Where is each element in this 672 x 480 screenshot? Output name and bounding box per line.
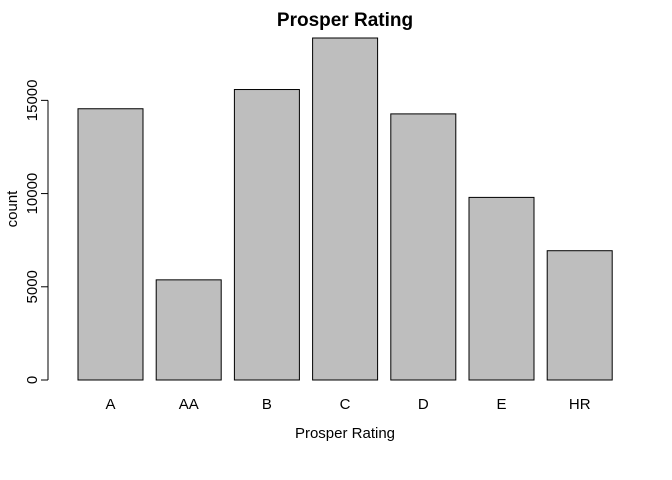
- x-tick-label-a: A: [105, 396, 115, 413]
- bar-c: [312, 37, 379, 381]
- x-tick-label-aa: AA: [179, 396, 199, 413]
- bar-hr: [546, 250, 613, 381]
- x-tick-label-b: B: [262, 396, 272, 413]
- y-tick-label: 5000: [24, 270, 41, 303]
- chart-title: Prosper Rating: [277, 10, 413, 31]
- x-axis-label: Prosper Rating: [295, 425, 395, 442]
- bar-aa: [155, 279, 222, 381]
- y-tick-label: 0: [24, 376, 41, 384]
- bar-d: [390, 113, 457, 381]
- y-axis: 0 5000 10000 15000: [24, 80, 49, 384]
- y-tick-label: 15000: [24, 80, 41, 122]
- x-tick-label-c: C: [340, 396, 351, 413]
- x-tick-labels: A AA B C D E HR: [105, 396, 590, 413]
- y-tick-label: 10000: [24, 173, 41, 215]
- bar-a: [77, 108, 144, 381]
- bar-b: [233, 89, 300, 381]
- x-tick-label-hr: HR: [569, 396, 591, 413]
- x-tick-label-d: D: [418, 396, 429, 413]
- y-axis-label: count: [4, 190, 21, 228]
- x-tick-label-e: E: [496, 396, 506, 413]
- bars-group: [77, 37, 613, 381]
- bar-e: [468, 196, 535, 381]
